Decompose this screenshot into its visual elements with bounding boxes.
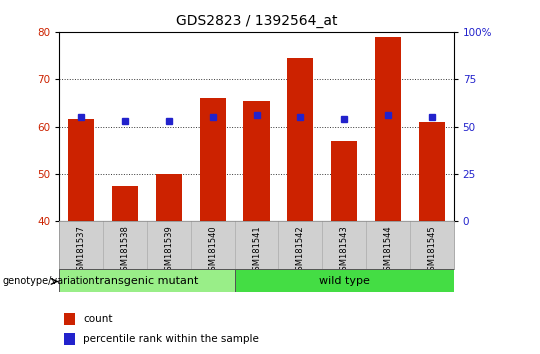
Text: GSM181541: GSM181541 — [252, 225, 261, 276]
Text: GSM181537: GSM181537 — [77, 225, 86, 276]
Text: GSM181538: GSM181538 — [120, 225, 130, 276]
Bar — [64, 313, 75, 325]
Bar — [234, 269, 454, 292]
Text: GSM181544: GSM181544 — [383, 225, 393, 276]
Title: GDS2823 / 1392564_at: GDS2823 / 1392564_at — [176, 14, 338, 28]
Bar — [287, 58, 313, 221]
Text: GSM181543: GSM181543 — [340, 225, 349, 276]
Bar — [375, 36, 401, 221]
Text: percentile rank within the sample: percentile rank within the sample — [83, 335, 259, 344]
Bar — [244, 101, 269, 221]
Bar — [418, 122, 445, 221]
Text: transgenic mutant: transgenic mutant — [96, 275, 199, 286]
Text: GSM181540: GSM181540 — [208, 225, 217, 276]
Bar — [331, 141, 357, 221]
Text: GSM181545: GSM181545 — [427, 225, 436, 276]
Bar — [156, 174, 182, 221]
Bar — [59, 269, 234, 292]
Bar — [68, 119, 94, 221]
Bar — [200, 98, 226, 221]
Bar — [64, 333, 75, 346]
Text: genotype/variation: genotype/variation — [3, 276, 96, 286]
Text: wild type: wild type — [319, 275, 369, 286]
Text: GSM181539: GSM181539 — [164, 225, 173, 276]
Text: GSM181542: GSM181542 — [296, 225, 305, 276]
Text: count: count — [83, 314, 113, 324]
Bar — [112, 186, 138, 221]
